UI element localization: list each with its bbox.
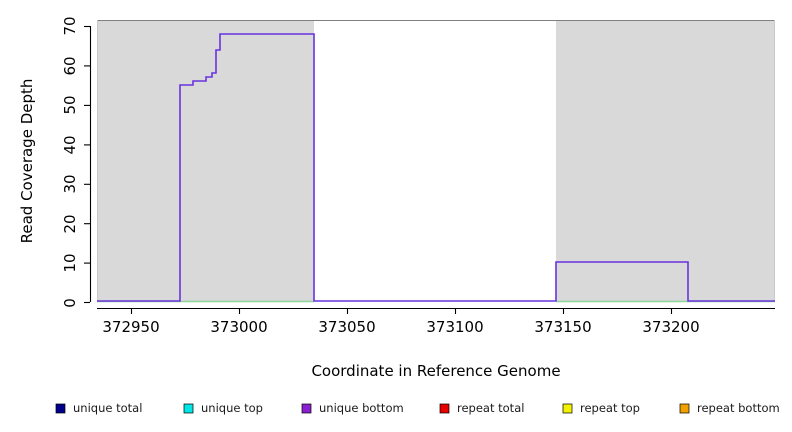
legend-swatch-unique-total — [55, 403, 66, 414]
y-axis-title: Read Coverage Depth — [18, 79, 36, 244]
series-unique-bottom — [97, 33, 775, 302]
x-tick-label: 373050 — [318, 318, 375, 336]
legend-label-repeat-top: repeat top — [580, 401, 640, 415]
x-tick-labels: 372950 373000 373050 373100 373150 37320… — [102, 318, 699, 336]
y-tick-label: 0 — [61, 298, 79, 308]
chart-legend: unique total unique top unique bottom re… — [55, 401, 780, 415]
legend-label-repeat-bottom: repeat bottom — [697, 401, 780, 415]
plot-frame — [97, 20, 775, 302]
legend-swatch-unique-bottom — [301, 403, 312, 414]
x-tick-label: 373150 — [534, 318, 591, 336]
legend-label-unique-total: unique total — [73, 401, 142, 415]
legend-swatch-unique-top — [183, 403, 194, 414]
y-tick-label: 20 — [61, 214, 79, 233]
x-tick-label: 373000 — [210, 318, 267, 336]
legend-label-unique-top: unique top — [201, 401, 263, 415]
legend-swatch-repeat-top — [562, 403, 573, 414]
x-tick-label: 373100 — [426, 318, 483, 336]
x-tick-label: 372950 — [102, 318, 159, 336]
y-tick-label: 40 — [61, 135, 79, 154]
legend-label-repeat-total: repeat total — [457, 401, 524, 415]
y-axis — [84, 25, 92, 304]
y-tick-label: 70 — [61, 16, 79, 35]
x-axis — [97, 307, 775, 314]
legend-label-unique-bottom: unique bottom — [319, 401, 404, 415]
x-axis-title: Coordinate in Reference Genome — [311, 362, 560, 380]
shaded-regions — [97, 20, 775, 302]
legend-swatch-repeat-total — [439, 403, 450, 414]
y-tick-labels: 70 60 50 40 30 20 10 0 — [61, 16, 79, 307]
y-tick-label: 10 — [61, 253, 79, 272]
x-tick-label: 373200 — [642, 318, 699, 336]
y-tick-label: 50 — [61, 95, 79, 114]
shaded-region-left — [97, 20, 314, 302]
shaded-region-right — [556, 20, 775, 302]
y-tick-label: 60 — [61, 56, 79, 75]
legend-swatch-repeat-bottom — [679, 403, 690, 414]
y-tick-label: 30 — [61, 174, 79, 193]
